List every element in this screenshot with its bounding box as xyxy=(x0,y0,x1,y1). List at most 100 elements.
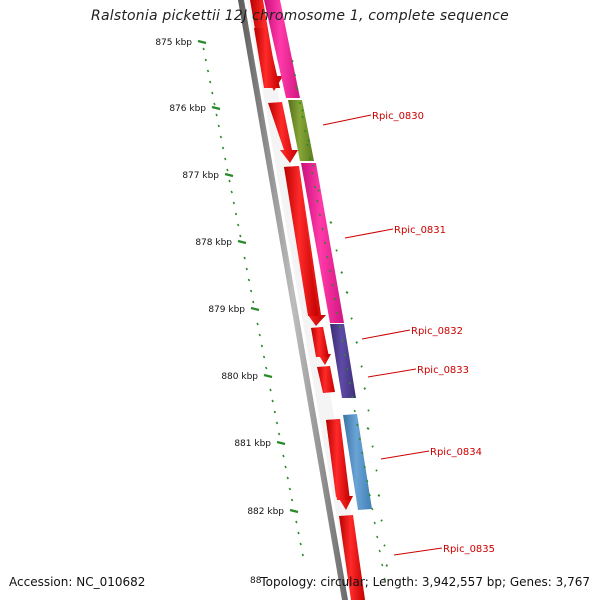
minor-tick xyxy=(282,454,285,458)
cds-feature-body xyxy=(311,327,329,357)
kbp-tick-mark xyxy=(197,39,207,45)
cds-feature xyxy=(268,102,298,163)
gc-dash xyxy=(363,387,367,390)
minor-tick xyxy=(286,476,289,480)
gc-dash xyxy=(335,249,338,252)
kbp-tick-label: 877 kbp xyxy=(182,171,219,181)
skew-dot xyxy=(371,507,374,511)
cds-feature-arrow-head xyxy=(254,28,280,88)
gc-dash xyxy=(340,271,344,274)
kbp-tick-label: 881 kbp xyxy=(234,439,271,449)
gc-dash xyxy=(377,494,381,497)
minor-tick xyxy=(213,102,216,106)
minor-tick xyxy=(230,190,233,194)
minor-tick xyxy=(219,135,223,139)
cds-feature-body xyxy=(284,166,318,316)
cds-feature xyxy=(339,515,365,600)
kbp-tick-label: 88 xyxy=(250,576,262,586)
skew-dot xyxy=(311,171,314,175)
kbp-tick-label: 876 kbp xyxy=(169,104,206,114)
minor-tick xyxy=(277,432,281,436)
skew-dot xyxy=(378,549,381,553)
minor-tick xyxy=(299,542,302,546)
gene-label[interactable]: Rpic_0830 xyxy=(372,111,424,122)
gene-label-leader xyxy=(393,547,443,556)
gene-feature-steel-blue xyxy=(343,414,372,510)
minor-tick xyxy=(256,322,259,326)
skew-dot xyxy=(323,241,327,245)
gene-label-leader xyxy=(380,450,430,460)
minor-tick xyxy=(211,91,214,95)
minor-tick xyxy=(271,399,274,403)
gc-dash xyxy=(367,409,370,412)
minor-tick xyxy=(284,465,287,469)
gene-label[interactable]: Rpic_0835 xyxy=(443,544,495,555)
minor-tick xyxy=(202,47,205,51)
gc-dash xyxy=(345,291,349,294)
minor-tick xyxy=(301,553,305,557)
skew-dot xyxy=(356,423,359,427)
gene-label[interactable]: Rpic_0832 xyxy=(411,326,463,337)
minor-tick xyxy=(234,212,238,216)
gene-feature-magenta xyxy=(264,0,300,98)
skew-dot xyxy=(368,493,371,497)
kbp-tick-mark xyxy=(276,440,286,446)
skew-dot xyxy=(358,437,361,441)
gc-dash xyxy=(307,139,311,142)
skew-dot xyxy=(361,451,364,455)
kbp-ticks: 875 kbp 876 kbp 877 kbp 878 kbp 879 kbp 880 k… xyxy=(155,38,299,586)
skew-dot xyxy=(298,101,302,105)
gc-dash xyxy=(371,445,374,448)
minor-tick xyxy=(290,498,294,502)
gc-dash xyxy=(317,189,320,192)
gene-label[interactable]: Rpic_0833 xyxy=(417,365,469,376)
gc-dash xyxy=(380,519,383,522)
kbp-tick-mark xyxy=(289,508,299,514)
gene-label[interactable]: Rpic_0834 xyxy=(430,447,482,458)
gc-dash xyxy=(329,221,333,224)
skew-dot xyxy=(308,157,312,161)
skew-dot xyxy=(291,59,294,63)
gc-dash xyxy=(360,365,363,368)
minor-tick xyxy=(288,487,292,491)
minor-tick xyxy=(224,157,227,161)
gene-label-leader xyxy=(322,114,372,126)
minor-tick xyxy=(258,333,261,337)
skew-dot xyxy=(333,297,336,301)
minor-tick xyxy=(264,366,268,370)
skew-dot xyxy=(366,479,369,483)
minor-tick xyxy=(221,146,225,150)
skew-dot xyxy=(338,325,341,329)
minor-tick xyxy=(295,520,298,524)
minor-tick xyxy=(262,355,266,359)
skew-dot xyxy=(343,353,346,357)
skew-dot xyxy=(336,311,339,315)
gc-dash xyxy=(355,341,359,344)
gc-dash xyxy=(385,564,389,567)
skew-dot xyxy=(373,521,376,525)
gene-label-leader xyxy=(361,329,411,340)
skew-dot xyxy=(301,115,304,119)
skew-dot xyxy=(376,535,379,539)
gc-dash xyxy=(301,109,304,112)
gene-label-leaders: Rpic_0830 Rpic_0831 Rpic_0832 Rpic_0833 Rpic… xyxy=(322,111,495,556)
gene-label[interactable]: Rpic_0831 xyxy=(394,225,446,236)
accession-label: Accession: NC_010682 xyxy=(9,575,146,589)
skew-dot xyxy=(306,143,309,147)
minor-tick xyxy=(245,267,249,271)
minor-tick xyxy=(236,223,240,227)
gc-dash xyxy=(350,317,353,320)
skew-dot xyxy=(328,269,332,273)
skew-dot xyxy=(293,73,297,77)
gc-dash xyxy=(295,85,298,88)
skew-dot xyxy=(313,185,317,189)
skew-dot xyxy=(383,577,386,581)
gc-dash xyxy=(383,544,386,547)
skew-dot xyxy=(316,199,319,203)
skew-dot xyxy=(303,129,307,133)
minor-tick xyxy=(204,58,208,62)
skew-dot xyxy=(381,563,384,567)
kbp-tick-label: 880 kbp xyxy=(221,372,258,382)
